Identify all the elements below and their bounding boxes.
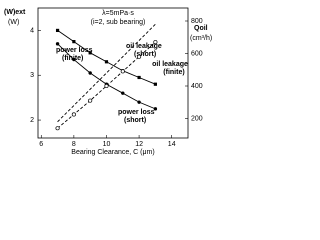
annotation: (finite) <box>163 69 184 76</box>
marker <box>55 42 60 46</box>
series-line <box>57 23 156 123</box>
marker <box>137 100 141 104</box>
y2-tick-label: 200 <box>191 115 203 122</box>
plot-frame <box>37 7 189 139</box>
marker <box>104 83 109 89</box>
annotation: (i=2, sub bearing) <box>91 19 146 26</box>
marker <box>137 75 141 80</box>
y-tick-label: 3 <box>30 72 34 79</box>
marker <box>153 40 158 45</box>
marker <box>153 82 157 86</box>
marker <box>88 71 92 75</box>
marker <box>72 40 76 44</box>
chart: (W)ext (W) Qoil (cm³/h) Bearing Clearanc… <box>4 7 212 156</box>
x-tick-label: 8 <box>72 141 76 148</box>
marker <box>55 28 60 33</box>
marker <box>121 91 125 95</box>
y-tick-label: 4 <box>30 27 34 34</box>
y2-tick-label: 400 <box>191 83 203 90</box>
annotation: power loss <box>118 109 155 116</box>
y2-tick-label: 800 <box>191 18 203 25</box>
marker <box>88 51 92 55</box>
marker <box>104 60 109 64</box>
marker <box>71 112 76 117</box>
marker <box>120 69 125 74</box>
annotation: oil leakage <box>152 61 188 68</box>
annotation: power loss <box>56 47 93 54</box>
y-axis-label: (W)ext <box>4 9 26 16</box>
x-tick-label: 12 <box>135 141 143 148</box>
marker <box>153 107 158 111</box>
y-axis-unit: (W) <box>8 19 19 26</box>
y2-axis-label: Qoil <box>194 25 208 32</box>
y2-tick-label: 600 <box>191 50 203 57</box>
marker <box>137 54 142 59</box>
x-tick-label: 6 <box>39 141 43 148</box>
x-tick-label: 14 <box>168 141 176 148</box>
annotation: (short) <box>134 51 156 58</box>
x-axis-label: Bearing Clearance, C (μm) <box>71 149 154 156</box>
marker <box>72 57 76 62</box>
marker <box>55 126 60 131</box>
y2-axis-unit: (cm³/h) <box>190 35 212 42</box>
annotation: oil leakage <box>126 43 162 50</box>
annotation: (short) <box>124 117 146 124</box>
x-tick-label: 10 <box>103 141 111 148</box>
marker <box>88 98 93 103</box>
annotation: λ=5mPa·s <box>102 10 134 17</box>
y-tick-label: 2 <box>30 117 34 124</box>
